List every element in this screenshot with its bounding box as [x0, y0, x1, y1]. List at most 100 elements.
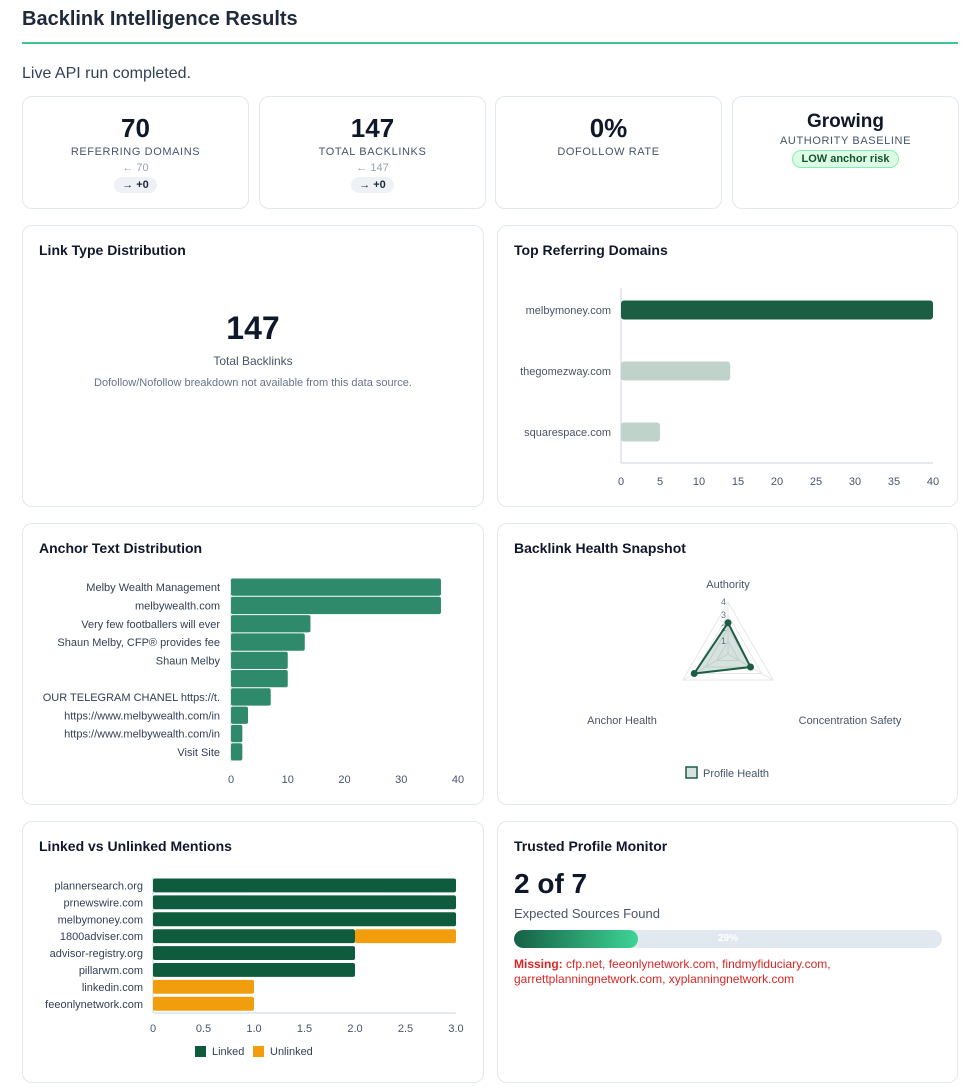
anchor-bar: [231, 670, 288, 688]
x-tick-label: 5: [657, 476, 663, 488]
panel-title: Link Type Distribution: [39, 242, 186, 258]
x-tick-label: 10: [693, 476, 705, 488]
radar-grid-ring: [715, 640, 741, 661]
radar-point: [724, 619, 732, 627]
radar-axis-label: Concentration Safety: [799, 715, 902, 727]
top-domains-chart: melbymoney.com thegomezway.com squarespace…: [520, 288, 939, 488]
mention-domain-label: advisor-registry.org: [50, 948, 143, 960]
anchor-label: Shaun Melby, CFP® provides fee: [57, 637, 220, 649]
anchor-text-chart: Melby Wealth Management melbywealth.com Ve…: [43, 578, 464, 786]
health-panel: Backlink Health Snapshot 1234AuthorityCo…: [497, 523, 958, 805]
kpi-label: DOFOLLOW RATE: [557, 146, 660, 158]
unlinked-bar: [153, 979, 254, 994]
panel-title: Backlink Health Snapshot: [514, 540, 686, 556]
anchor-label: https://www.melbywealth.com/in: [64, 710, 220, 722]
kpi-total-backlinks: 147 TOTAL BACKLINKS ← 147 → +0: [259, 96, 486, 209]
mention-domain-label: pillarwm.com: [79, 965, 143, 977]
kpi-value: 70: [121, 113, 150, 143]
x-tick-label: 2.5: [398, 1023, 413, 1035]
anchor-bar: [231, 743, 243, 761]
x-tick-label: 0.5: [196, 1023, 211, 1035]
kpi-authority-baseline: Growing AUTHORITY BASELINE LOW anchor ri…: [732, 96, 959, 209]
x-tick-label: 3.0: [448, 1023, 463, 1035]
domain-label: thegomezway.com: [520, 366, 611, 378]
radar-grid-ring: [693, 614, 763, 674]
mention-domain-label: feeonlynetwork.com: [45, 999, 143, 1011]
profiles-progress-label: 29%: [717, 933, 738, 944]
kpi-previous: ← 147: [356, 162, 389, 174]
kpi-previous: ← 70: [122, 162, 149, 174]
unlinked-bar: [355, 929, 456, 944]
linked-bar: [153, 912, 456, 927]
anchor-label: Melby Wealth Management: [86, 582, 220, 594]
mention-domain-label: 1800adviser.com: [60, 931, 143, 943]
domain-bar: [621, 300, 933, 320]
x-tick-label: 15: [732, 476, 744, 488]
x-tick-label: 0: [228, 774, 234, 786]
kpi-value: 0%: [589, 113, 628, 143]
radar-point: [747, 663, 755, 671]
unlinked-bar: [153, 996, 254, 1011]
linked-bar: [153, 878, 456, 893]
kpi-value: Growing: [806, 111, 885, 132]
x-tick-label: 0: [150, 1023, 156, 1035]
anchor-bar: [231, 688, 271, 706]
anchor-label: melbywealth.com: [135, 600, 220, 612]
x-tick-label: 1.5: [297, 1023, 312, 1035]
legend-label: Profile Health: [703, 768, 769, 780]
missing-list: cfp.net, feeonlynetwork.com, findmyfiduc…: [514, 957, 831, 986]
legend-swatch-unlinked: [253, 1046, 264, 1057]
anchor-label: Shaun Melby: [156, 655, 221, 667]
data-source-note: Dofollow/Nofollow breakdown not availabl…: [94, 377, 412, 389]
x-tick-label: 0: [618, 476, 624, 488]
mentions-panel: Linked vs Unlinked Mentions plannersearc…: [22, 821, 484, 1083]
linked-bar: [153, 963, 355, 977]
anchor-bar: [231, 724, 243, 743]
radar-tick-label: 4: [721, 597, 726, 607]
x-tick-label: 25: [810, 476, 822, 488]
mention-domain-label: linkedin.com: [82, 982, 143, 994]
panel-title: Trusted Profile Monitor: [514, 838, 668, 854]
anchor-bar: [231, 633, 305, 651]
anchor-label: Visit Site: [177, 747, 220, 759]
profiles-progress-fill: [514, 930, 639, 948]
panel-title: Top Referring Domains: [514, 242, 668, 258]
page-title: Backlink Intelligence Results: [22, 8, 298, 30]
mention-domain-label: melbymoney.com: [58, 914, 143, 926]
profiles-progress-bar: 29%: [514, 930, 942, 948]
profiles-found-count: 2 of 7: [514, 868, 588, 899]
legend-label-linked: Linked: [212, 1046, 244, 1058]
legend-swatch: [685, 766, 698, 779]
domain-label: squarespace.com: [524, 427, 611, 439]
link-type-panel: Link Type Distribution 147 Total Backlin…: [22, 225, 484, 507]
linked-bar: [153, 946, 355, 960]
mention-domain-label: plannersearch.org: [54, 880, 143, 892]
radar-point: [690, 670, 698, 677]
top-domains-panel: Top Referring Domains melbymoney.com theg…: [497, 225, 958, 507]
radar-grid-ring: [682, 601, 774, 681]
domain-label: melbymoney.com: [526, 305, 611, 317]
health-radar-chart: 1234AuthorityConcentration SafetyAnchor …: [587, 579, 902, 780]
missing-label: Missing:: [514, 957, 563, 971]
trusted-profile-panel: Trusted Profile Monitor 2 of 7 Expected …: [497, 821, 958, 1083]
kpi-label: REFERRING DOMAINS: [70, 146, 201, 158]
x-tick-label: 1.0: [246, 1023, 261, 1035]
run-status: Live API run completed.: [22, 65, 191, 82]
radar-grid-ring: [704, 627, 752, 668]
linked-bar: [153, 929, 355, 944]
x-tick-label: 10: [282, 774, 294, 786]
anchor-risk-badge: LOW anchor risk: [792, 150, 899, 168]
kpi-label: AUTHORITY BASELINE: [779, 135, 912, 147]
anchor-bar: [231, 615, 311, 633]
x-tick-label: 35: [888, 476, 900, 488]
x-tick-label: 20: [338, 774, 350, 786]
anchor-label: OUR TELEGRAM CHANEL https://t.: [43, 692, 220, 704]
anchor-bar: [231, 651, 288, 669]
legend-swatch-linked: [195, 1046, 206, 1057]
total-backlinks-label: Total Backlinks: [213, 354, 293, 368]
missing-profiles: Missing: cfp.net, feeonlynetwork.com, fi…: [514, 957, 914, 987]
anchor-text-panel: Anchor Text Distribution Melby Wealth Ma…: [22, 523, 484, 805]
anchor-label: Very few footballers will ever: [81, 619, 220, 631]
linked-bar: [153, 895, 456, 910]
radar-axis-label: Anchor Health: [587, 715, 657, 727]
